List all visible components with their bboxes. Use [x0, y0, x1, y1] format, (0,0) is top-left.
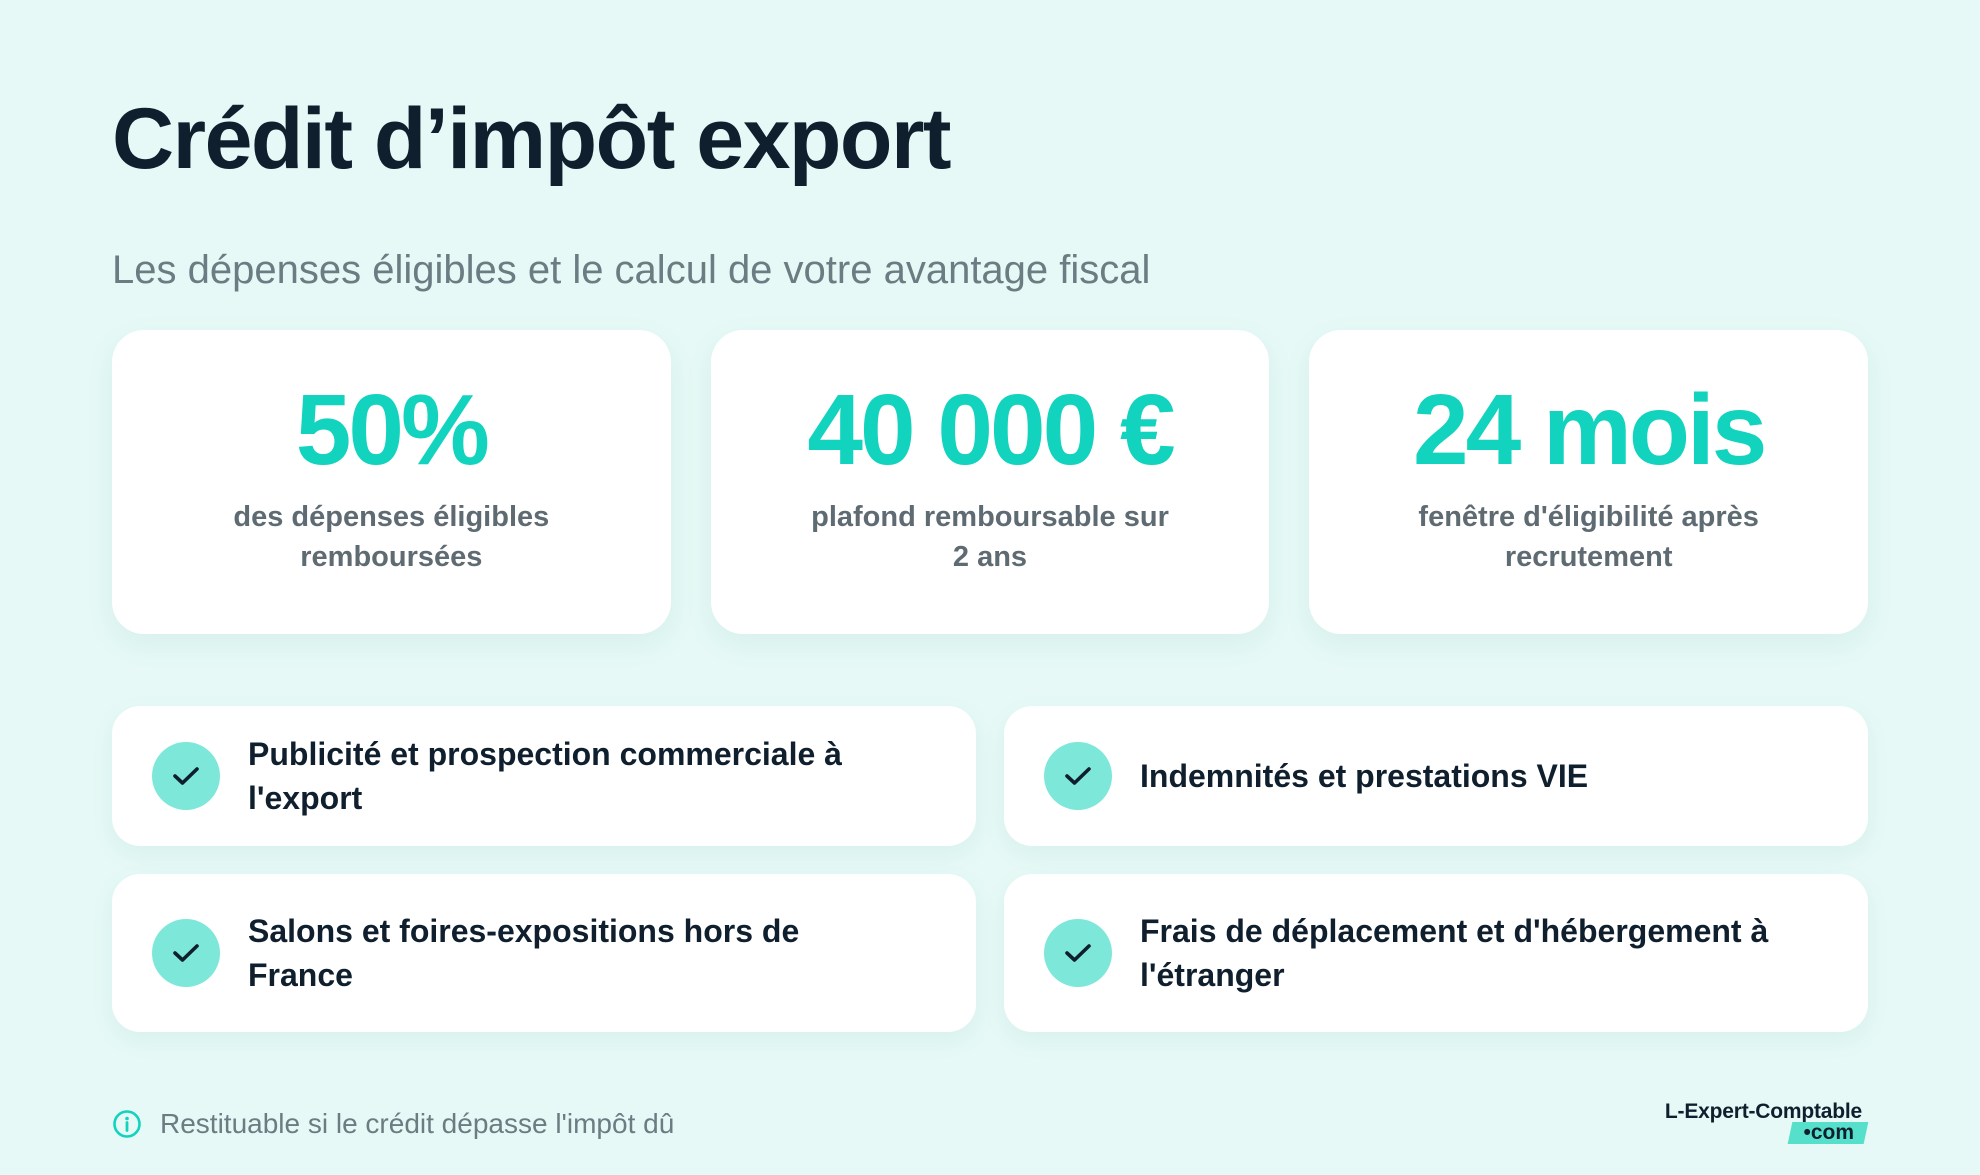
logo-name: L-Expert-Comptable — [1664, 1100, 1862, 1123]
stat-label: plafond remboursable sur 2 ans — [811, 501, 1169, 574]
footer-note: Restituable si le crédit dépasse l'impôt… — [112, 1108, 674, 1140]
list-item-label: Indemnités et prestations VIE — [1140, 757, 1589, 794]
list-item-label: Publicité et prospection commerciale à l… — [248, 735, 842, 816]
check-icon — [152, 742, 220, 810]
eligible-expenses-list: Publicité et prospection commerciale à l… — [112, 706, 1868, 1032]
stat-card-cap: 40 000 € plafond remboursable sur 2 ans — [710, 330, 1270, 634]
stats-row: 50% des dépenses éligibles remboursées 4… — [112, 330, 1869, 634]
brand-logo[interactable]: L-Expert-Comptable •com — [1638, 1100, 1869, 1150]
list-item: Frais de déplacement et d'hébergement à … — [1004, 874, 1868, 1032]
list-item: Indemnités et prestations VIE — [1004, 706, 1868, 846]
stat-label: fenêtre d'éligibilité après recrutement — [1418, 501, 1759, 574]
stat-value: 24 mois — [1412, 374, 1767, 486]
info-icon — [112, 1109, 142, 1139]
logo-suffix: •com — [1803, 1121, 1854, 1144]
list-item-label: Salons et foires-expositions hors de Fra… — [248, 912, 800, 993]
list-item-label: Frais de déplacement et d'hébergement à … — [1140, 912, 1769, 993]
stat-label: des dépenses éligibles remboursées — [233, 501, 550, 574]
page: Crédit d’impôt export Les dépenses éligi… — [112, 0, 1869, 1175]
page-title: Crédit d’impôt export — [112, 91, 952, 187]
list-item: Publicité et prospection commerciale à l… — [112, 706, 976, 846]
check-icon — [1044, 919, 1112, 987]
page-subtitle: Les dépenses éligibles et le calcul de v… — [112, 248, 1151, 292]
check-icon — [152, 919, 220, 987]
list-item: Salons et foires-expositions hors de Fra… — [112, 874, 976, 1032]
stat-card-rate: 50% des dépenses éligibles remboursées — [112, 330, 671, 634]
stat-value: 50% — [295, 374, 490, 486]
stat-value: 40 000 € — [807, 374, 1175, 486]
stat-card-window: 24 mois fenêtre d'éligibilité après recr… — [1309, 330, 1869, 634]
footer-note-text: Restituable si le crédit dépasse l'impôt… — [160, 1108, 675, 1139]
check-icon — [1044, 742, 1112, 810]
